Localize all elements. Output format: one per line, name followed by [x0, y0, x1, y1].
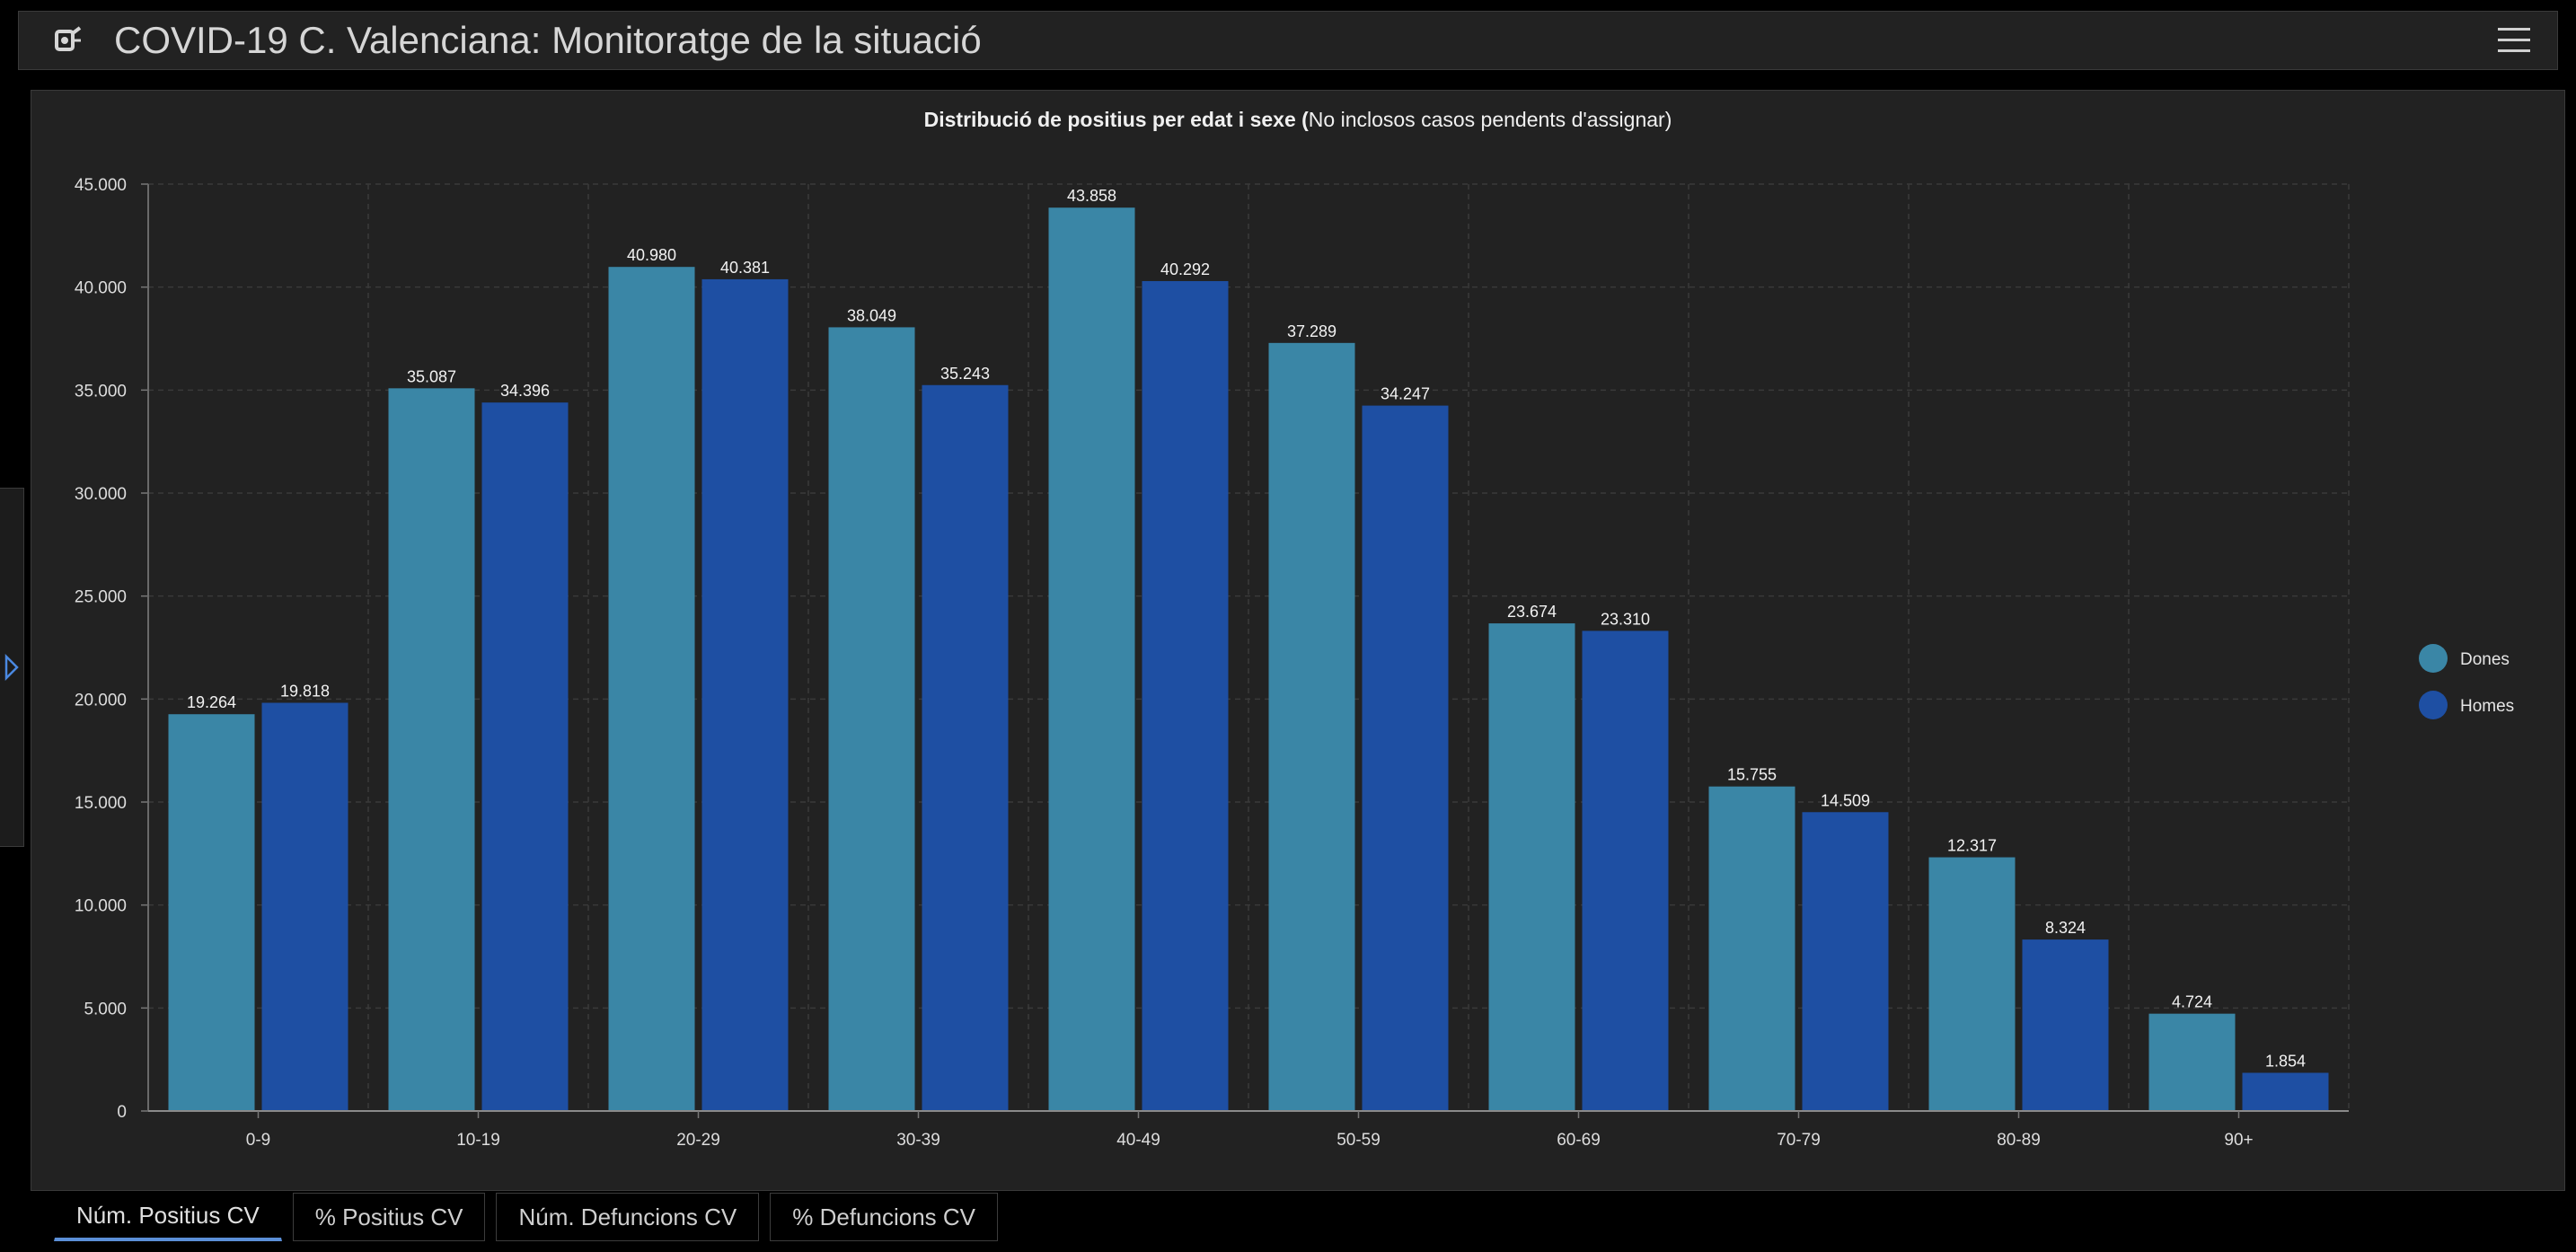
bar-dones — [2148, 1013, 2236, 1111]
y-tick-label: 5.000 — [84, 1000, 127, 1018]
bar-dones — [168, 714, 255, 1111]
bar-value-label: 23.674 — [1507, 603, 1557, 621]
bar-dones — [1268, 342, 1355, 1111]
tab-pct-defuncions[interactable]: % Defuncions CV — [770, 1193, 998, 1241]
y-tick-label: 15.000 — [75, 794, 127, 813]
y-tick-label: 10.000 — [75, 897, 127, 916]
tab-pct-positius[interactable]: % Positius CV — [292, 1193, 486, 1241]
legend-label-dones: Dones — [2460, 650, 2510, 669]
legend-label-homes: Homes — [2460, 697, 2514, 716]
bar-homes — [481, 402, 569, 1111]
hamburger-menu-icon[interactable] — [2496, 22, 2532, 58]
x-tick-label: 70-79 — [1777, 1131, 1821, 1150]
x-tick-label: 0-9 — [246, 1131, 270, 1150]
bar-value-label: 8.324 — [2045, 919, 2086, 937]
y-tick-label: 45.000 — [75, 176, 127, 195]
bar-value-label: 43.858 — [1067, 187, 1116, 205]
legend: Dones Homes — [2419, 644, 2514, 719]
bar-homes — [1142, 280, 1229, 1111]
legend-swatch-dones — [2419, 644, 2448, 673]
bar-dones — [388, 388, 475, 1111]
grid-layer — [148, 183, 2350, 1111]
bar-dones — [1048, 207, 1135, 1111]
chart-title: Distribució de positius per edat i sexe … — [924, 108, 1672, 131]
bar-value-label: 34.247 — [1381, 385, 1430, 403]
x-tick-label: 30-39 — [896, 1131, 940, 1150]
bar-value-label: 23.310 — [1601, 610, 1650, 628]
bar-value-label: 35.087 — [407, 367, 456, 385]
bar-homes — [261, 702, 348, 1111]
x-tick-label: 90+ — [2224, 1131, 2253, 1150]
y-tick-label: 0 — [117, 1103, 127, 1122]
bar-homes — [2022, 939, 2109, 1111]
bar-value-label: 35.243 — [940, 365, 990, 383]
bar-value-label: 34.396 — [500, 382, 550, 400]
y-tick-label: 40.000 — [75, 279, 127, 298]
bar-value-label: 19.264 — [187, 693, 236, 711]
bar-dones — [1708, 786, 1795, 1111]
x-tick-label: 60-69 — [1557, 1131, 1601, 1150]
bar-value-label: 12.317 — [1947, 837, 1997, 855]
x-tick-label: 10-19 — [456, 1131, 500, 1150]
bar-homes — [1362, 405, 1449, 1111]
bars-layer: 19.264 19.818 35.087 34.396 40.980 40.381 38.0… — [168, 187, 2329, 1112]
bar-homes — [1582, 630, 1669, 1111]
side-panel-toggle[interactable] — [0, 488, 24, 847]
y-tick-label: 35.000 — [75, 382, 127, 401]
tab-bar: Núm. Positius CV % Positius CV Núm. Defu… — [54, 1193, 998, 1241]
bar-value-label: 40.980 — [627, 246, 676, 264]
chart-panel: Distribució de positius per edat i sexe … — [31, 90, 2565, 1191]
bar-value-label: 4.724 — [2172, 993, 2212, 1011]
x-tick-label: 40-49 — [1116, 1131, 1160, 1150]
chart-title-bold: Distribució de positius per edat i sexe … — [924, 108, 1310, 131]
tab-num-defuncions[interactable]: Núm. Defuncions CV — [496, 1193, 760, 1241]
chart-title-rest: No inclosos casos pendents d'assignar) — [1309, 108, 1672, 131]
app-header: COVID-19 C. Valenciana: Monitoratge de l… — [18, 11, 2558, 70]
x-tick-label: 20-29 — [676, 1131, 720, 1150]
bar-dones — [608, 267, 695, 1111]
age-sex-bar-chart: Distribució de positius per edat i sexe … — [75, 108, 2514, 1150]
virus-logo-icon — [55, 26, 82, 51]
y-tick-label: 20.000 — [75, 691, 127, 710]
chevron-right-icon — [4, 654, 19, 681]
bar-value-label: 1.854 — [2265, 1052, 2306, 1070]
axis-layer: 0 5.000 10.000 15.000 20.000 25.000 30.000 35.0… — [75, 176, 2349, 1150]
x-tick-label: 50-59 — [1337, 1131, 1381, 1150]
bar-dones — [1928, 857, 2016, 1111]
bar-value-label: 15.755 — [1727, 766, 1777, 784]
bar-value-label: 40.381 — [720, 259, 770, 277]
app-title: COVID-19 C. Valenciana: Monitoratge de l… — [114, 19, 982, 61]
bar-dones — [1488, 623, 1575, 1111]
bar-value-label: 19.818 — [280, 683, 330, 701]
bar-homes — [1802, 812, 1889, 1111]
legend-swatch-homes — [2419, 691, 2448, 719]
bar-value-label: 40.292 — [1160, 260, 1210, 278]
tab-num-positius[interactable]: Núm. Positius CV — [54, 1193, 282, 1241]
bar-homes — [2242, 1072, 2329, 1111]
bar-dones — [828, 327, 915, 1111]
bar-value-label: 38.049 — [847, 306, 896, 324]
bar-value-label: 37.289 — [1287, 322, 1337, 340]
bar-homes — [701, 278, 789, 1111]
bar-value-label: 14.509 — [1821, 791, 1870, 809]
y-tick-label: 25.000 — [75, 588, 127, 607]
bar-homes — [922, 384, 1009, 1112]
x-tick-label: 80-89 — [1997, 1131, 2041, 1150]
y-tick-label: 30.000 — [75, 485, 127, 504]
